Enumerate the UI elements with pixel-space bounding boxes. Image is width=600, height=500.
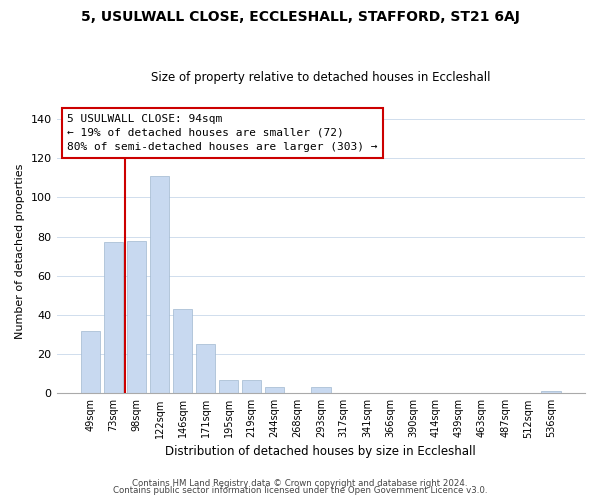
Bar — [196, 344, 215, 394]
Bar — [242, 380, 262, 394]
Text: 5 USULWALL CLOSE: 94sqm
← 19% of detached houses are smaller (72)
80% of semi-de: 5 USULWALL CLOSE: 94sqm ← 19% of detache… — [67, 114, 377, 152]
Y-axis label: Number of detached properties: Number of detached properties — [15, 164, 25, 339]
Bar — [149, 176, 169, 394]
Bar — [127, 240, 146, 394]
Text: Contains HM Land Registry data © Crown copyright and database right 2024.: Contains HM Land Registry data © Crown c… — [132, 478, 468, 488]
Text: 5, USULWALL CLOSE, ECCLESHALL, STAFFORD, ST21 6AJ: 5, USULWALL CLOSE, ECCLESHALL, STAFFORD,… — [80, 10, 520, 24]
Bar — [80, 330, 100, 394]
Bar — [265, 388, 284, 394]
Text: Contains public sector information licensed under the Open Government Licence v3: Contains public sector information licen… — [113, 486, 487, 495]
Bar — [541, 392, 561, 394]
Bar — [219, 380, 238, 394]
Bar — [173, 309, 193, 394]
Bar — [311, 388, 331, 394]
Bar — [104, 242, 123, 394]
Title: Size of property relative to detached houses in Eccleshall: Size of property relative to detached ho… — [151, 72, 491, 85]
X-axis label: Distribution of detached houses by size in Eccleshall: Distribution of detached houses by size … — [166, 444, 476, 458]
